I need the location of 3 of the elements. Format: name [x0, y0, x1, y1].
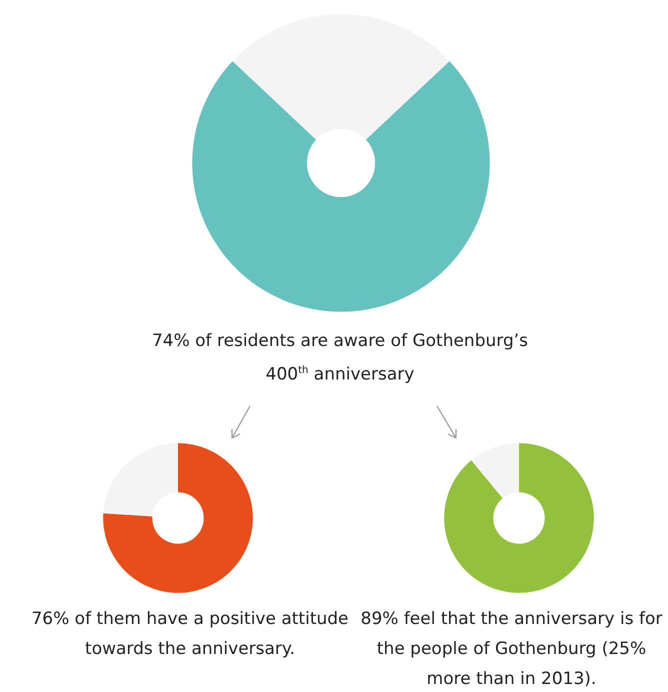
- text: 74% of residents are aware of Gothenburg’s 400$^{th}$ anniversary: [150, 330, 530, 387]
- text: 89% feel that the anniversary is for the people of Gothenburg (25% more than in 2013).: [360, 608, 664, 691]
- text: 76% of them have a positive attitude towards the anniversary.: [30, 608, 350, 661]
